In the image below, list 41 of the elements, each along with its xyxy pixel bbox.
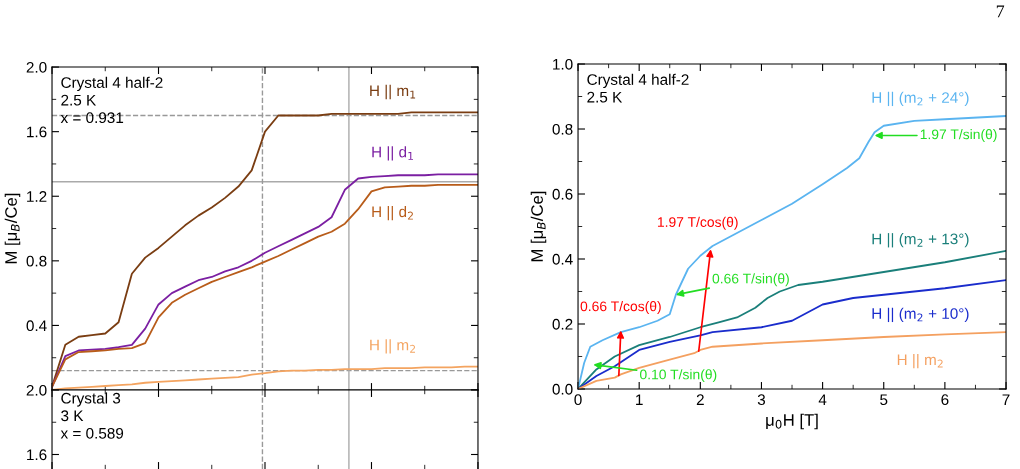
y-tick-label: 1.0 — [553, 58, 573, 70]
series-label: H || (m$_{2}$ + 10°) — [872, 307, 969, 323]
y-tick-label: 0.6 — [552, 188, 573, 200]
x-tick-label: 3 — [757, 394, 766, 406]
series-label: H || d$_{1}$ — [372, 146, 414, 161]
annotation: Crystal 4 half-2 2.5 K x = 0.931 — [60, 76, 163, 124]
series-label: H || d$_{2}$ — [372, 205, 413, 221]
annotation: 0.10 T/sin(θ) — [640, 369, 717, 383]
x-tick-label: 4 — [818, 394, 827, 405]
y-tick-label: 2.0 — [26, 384, 47, 396]
annotation: 1.97 T/cos(θ) — [657, 216, 738, 230]
y-tick-label: 0.8 — [552, 123, 573, 135]
annotation: 0.66 T/cos(θ) — [580, 301, 661, 314]
y-tick-label: 0.4 — [26, 320, 47, 332]
y-tick-label: 0.4 — [552, 253, 573, 265]
x-tick-label: 5 — [880, 394, 888, 406]
y-tick-label: 0.0 — [552, 383, 573, 395]
y-tick-label: 0.8 — [26, 255, 47, 267]
y-tick-label: 1.6 — [27, 449, 47, 461]
annotation: Crystal 4 half-2 2.5 K — [587, 73, 689, 103]
y-tick-label: 1.6 — [27, 126, 47, 138]
x-tick-label: 2 — [696, 394, 704, 405]
text: 7 — [996, 5, 1005, 18]
annotation: 1.97 T/sin(θ) — [920, 129, 997, 142]
y-axis-title: M [μ$_{B}$/Ce] — [4, 193, 21, 264]
series-label: H || m$_{2}$ — [370, 339, 416, 354]
annotation: 0.66 T/sin(θ) — [712, 273, 789, 287]
y-tick-label: 2.0 — [26, 61, 47, 73]
series-label: H || (m$_{2}$ + 13°) — [872, 233, 969, 248]
series-label: H || (m$_{2}$ + 24°) — [872, 91, 969, 107]
x-tick-label: 0 — [574, 394, 582, 406]
x-tick-label: 6 — [941, 394, 949, 406]
y-tick-label: 1.2 — [27, 191, 47, 202]
series-label: H || m$_{1}$ — [370, 84, 416, 100]
annotation: Crystal 3 3 K x = 0.589 — [60, 392, 124, 439]
x-tick-label: 7 — [1002, 394, 1010, 405]
y-tick-label: 0.2 — [552, 318, 573, 330]
series-label: H || m$_{2}$ — [897, 353, 943, 369]
y-axis-title: M [μ$_{B}$/Ce] — [530, 191, 547, 262]
x-tick-label: 1 — [636, 394, 643, 405]
x-axis-title: μ$_{0}$H [T] — [766, 413, 818, 430]
